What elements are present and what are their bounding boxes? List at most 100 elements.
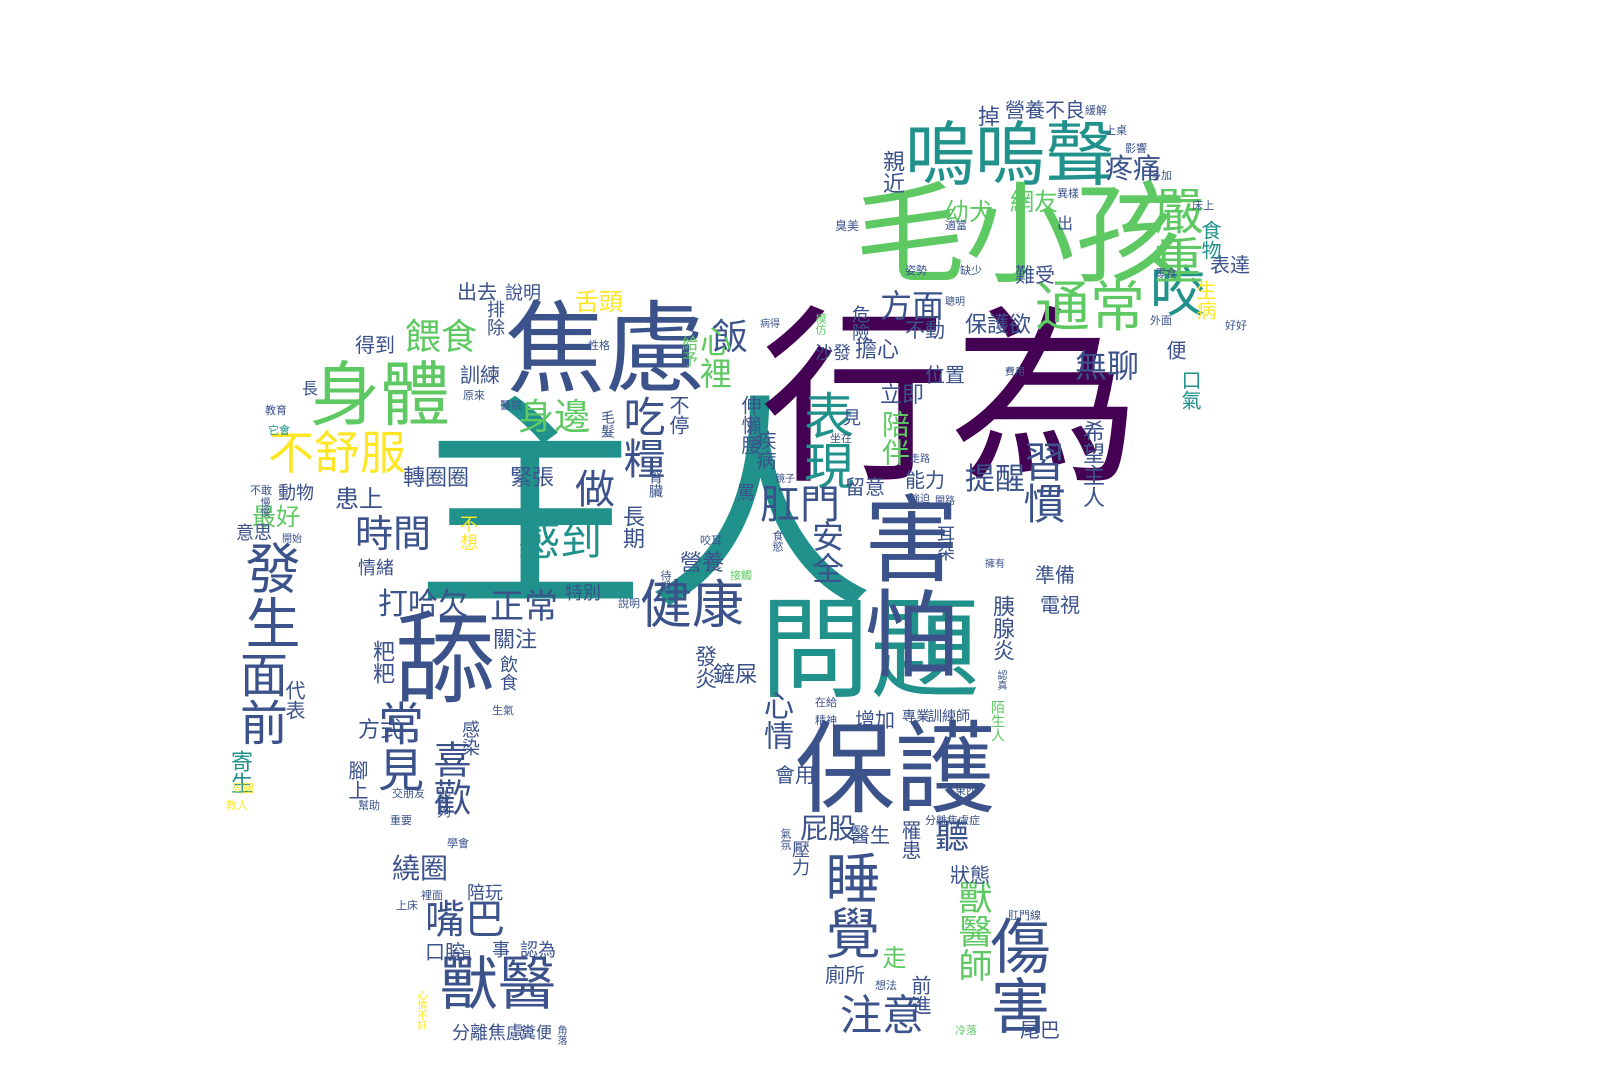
word-tengtong: 疼痛 (1105, 152, 1162, 185)
word-haipa: 害怕 (848, 490, 958, 680)
word-fangshi: 方式 (358, 718, 403, 743)
word-bian: 便 (1163, 340, 1187, 360)
word-chuqu: 出去 (457, 280, 497, 304)
word-pigu: 屁股 (800, 812, 857, 845)
word-shenlanyao: 伸懶腰 (738, 395, 762, 455)
word-yisheng: 醫生 (850, 823, 890, 847)
word-chanshi: 鏟屎 (713, 663, 758, 688)
tiny-word: 角落 (555, 1025, 566, 1045)
word-zhuanye: 專業 (902, 709, 930, 725)
word-yingyang: 營養 (680, 551, 725, 576)
word-jiyu: 給予 (679, 335, 698, 367)
word-shenzang: 腎臟 (647, 470, 663, 498)
word-changqi: 長期 (619, 505, 644, 549)
word-xihuan: 喜歡 (427, 740, 471, 816)
word-xinqing: 心情 (758, 690, 793, 750)
word-wuwusheng: 嗚嗚聲 (905, 114, 1115, 196)
word-baohuyu: 保護欲 (965, 313, 1032, 338)
tiny-word: 幫助 (358, 799, 380, 812)
word-dedao: 得到 (355, 333, 395, 357)
tiny-word: 適當 (945, 219, 967, 232)
word-bushufu: 不舒服 (268, 426, 406, 480)
tiny-word: 東西 (955, 784, 977, 797)
word-shengbing: 生病 (1193, 280, 1217, 320)
word-jibing: 疾病 (753, 430, 777, 470)
word-zhuren: 主人 (415, 376, 876, 643)
word-shenti: 身體 (310, 354, 450, 436)
word-weixian: 危險 (849, 305, 870, 341)
word-zuiba: 嘴巴 (425, 897, 505, 943)
tiny-word: 病得 (760, 319, 780, 330)
word-yali: 壓力 (789, 840, 810, 876)
tiny-word: 好好 (1225, 319, 1247, 332)
tiny-word: 擁有 (985, 559, 1005, 570)
word-gandao: 感到 (518, 516, 603, 565)
word-kouqi: 口氣 (1178, 370, 1202, 410)
tiny-word: 分離焦慮症 (925, 814, 980, 827)
word-shuijiao: 睡覺 (816, 850, 880, 960)
word-huanshang: 患上 (335, 485, 383, 513)
word-chu: 出 (1054, 215, 1073, 231)
tiny-word: 聰明 (945, 297, 965, 308)
tiny-word: 精神 (815, 714, 837, 727)
word-peiwan: 陪玩 (467, 883, 503, 904)
word-qingxu: 情緒 (358, 558, 394, 579)
word-biaoda: 表達 (1210, 253, 1250, 277)
tiny-word: 待遇 (659, 570, 672, 592)
tiny-word: 重要 (390, 814, 412, 827)
word-xunlian: 訓練 (460, 363, 500, 387)
word-huiyong: 會用 (775, 763, 815, 787)
word-gangmen: 肛門 (760, 482, 840, 528)
word-tian: 舔 (395, 601, 495, 718)
tiny-word: 外面 (1150, 314, 1172, 327)
word-tixing: 提醒 (965, 462, 1025, 497)
word-dahaqian: 打哈欠 (378, 587, 468, 622)
word-liuyi: 留意 (845, 475, 885, 499)
tiny-word: 認真 (995, 670, 1006, 690)
word-qinjin: 親近 (879, 150, 904, 194)
word-erduo: 耳朵 (934, 525, 955, 561)
word-weiba: 尾巴 (1020, 1018, 1060, 1042)
word-buxiang: 不想 (457, 515, 478, 551)
word-zhuanquanquan: 轉圈圈 (403, 466, 470, 491)
tiny-word: 床上 (1192, 199, 1214, 212)
word-chiliang: 吃糧 (617, 395, 666, 479)
tiny-word: 費用 (1005, 367, 1025, 378)
tiny-word: 坐在 (830, 432, 852, 445)
word-jian: 見 (843, 408, 861, 429)
tiny-word: 開始 (282, 534, 302, 545)
word-raoquan: 繞圈 (392, 852, 449, 885)
word-shuoming: 說明 (505, 283, 541, 304)
word-fenbian: 糞便 (520, 1023, 553, 1042)
word-biaoxian: 表現 (796, 390, 854, 490)
word-shouyishi: 獸醫師 (952, 880, 992, 982)
word-shiwu: 食物 (1198, 220, 1222, 260)
word-yanzhong: 嚴重 (1146, 185, 1204, 285)
tiny-word: 影響 (1125, 142, 1147, 155)
tiny-word: 零食 (1155, 267, 1177, 280)
tiny-word: 心情不好 (415, 990, 426, 1030)
tiny-word: 看見 (450, 949, 472, 962)
word-nenggou: 能夠 (435, 790, 451, 818)
word-wenti: 問題 (760, 586, 980, 714)
word-wuliao: 無聊 (1075, 347, 1140, 385)
tiny-word: 開路 (935, 496, 955, 507)
tiny-word: 冷落 (955, 1024, 977, 1037)
word-dongwu: 動物 (278, 483, 314, 504)
word-zuo: 做 (575, 467, 615, 513)
word-jiankang: 健康 (640, 576, 745, 636)
word-xingwei: 行為 (760, 289, 1141, 510)
word-zhengchang: 正常 (490, 587, 558, 627)
word-tebie: 特別 (565, 583, 601, 604)
word-jisheng: 寄生 (227, 750, 252, 794)
word-zou: 走 (878, 945, 906, 969)
word-lihuan: 罹患 (898, 820, 922, 860)
word-kouqiang: 口腔 (425, 940, 465, 964)
word-jiaolv: 焦慮 (505, 291, 705, 408)
word-zuihao: 最好 (252, 503, 300, 531)
word-peiban: 陪伴 (878, 410, 911, 466)
tiny-word: 走路 (910, 454, 930, 465)
word-shijian: 時間 (355, 512, 432, 556)
word-budong: 不動 (905, 318, 945, 342)
